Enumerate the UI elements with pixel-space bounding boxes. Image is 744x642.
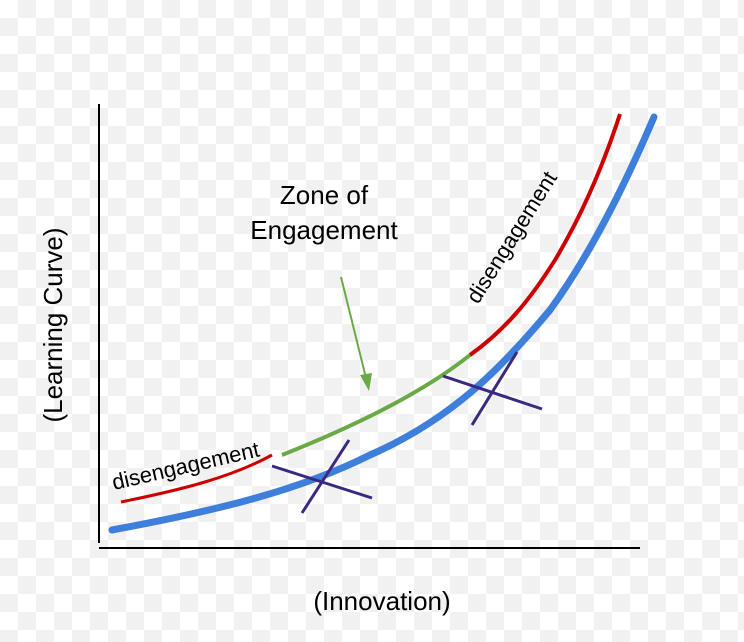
baseline-curve — [108, 113, 658, 534]
zone-label-line2: Engagement — [250, 215, 398, 245]
x-axis-label: (Innovation) — [313, 586, 450, 616]
zone-arrow-head — [360, 373, 372, 391]
y-axis-label: (Learning Curve) — [38, 227, 68, 422]
disengagement-curve-low — [120, 453, 273, 504]
engagement-curve — [281, 353, 472, 457]
disengagement-curve-high — [468, 113, 622, 357]
zone-arrow — [340, 276, 367, 379]
cross-mark-low — [271, 439, 373, 514]
cross-mark-high — [442, 351, 543, 426]
disengagement-label-high: disengagement — [461, 167, 562, 308]
zone-label-line1: Zone of — [280, 180, 369, 210]
